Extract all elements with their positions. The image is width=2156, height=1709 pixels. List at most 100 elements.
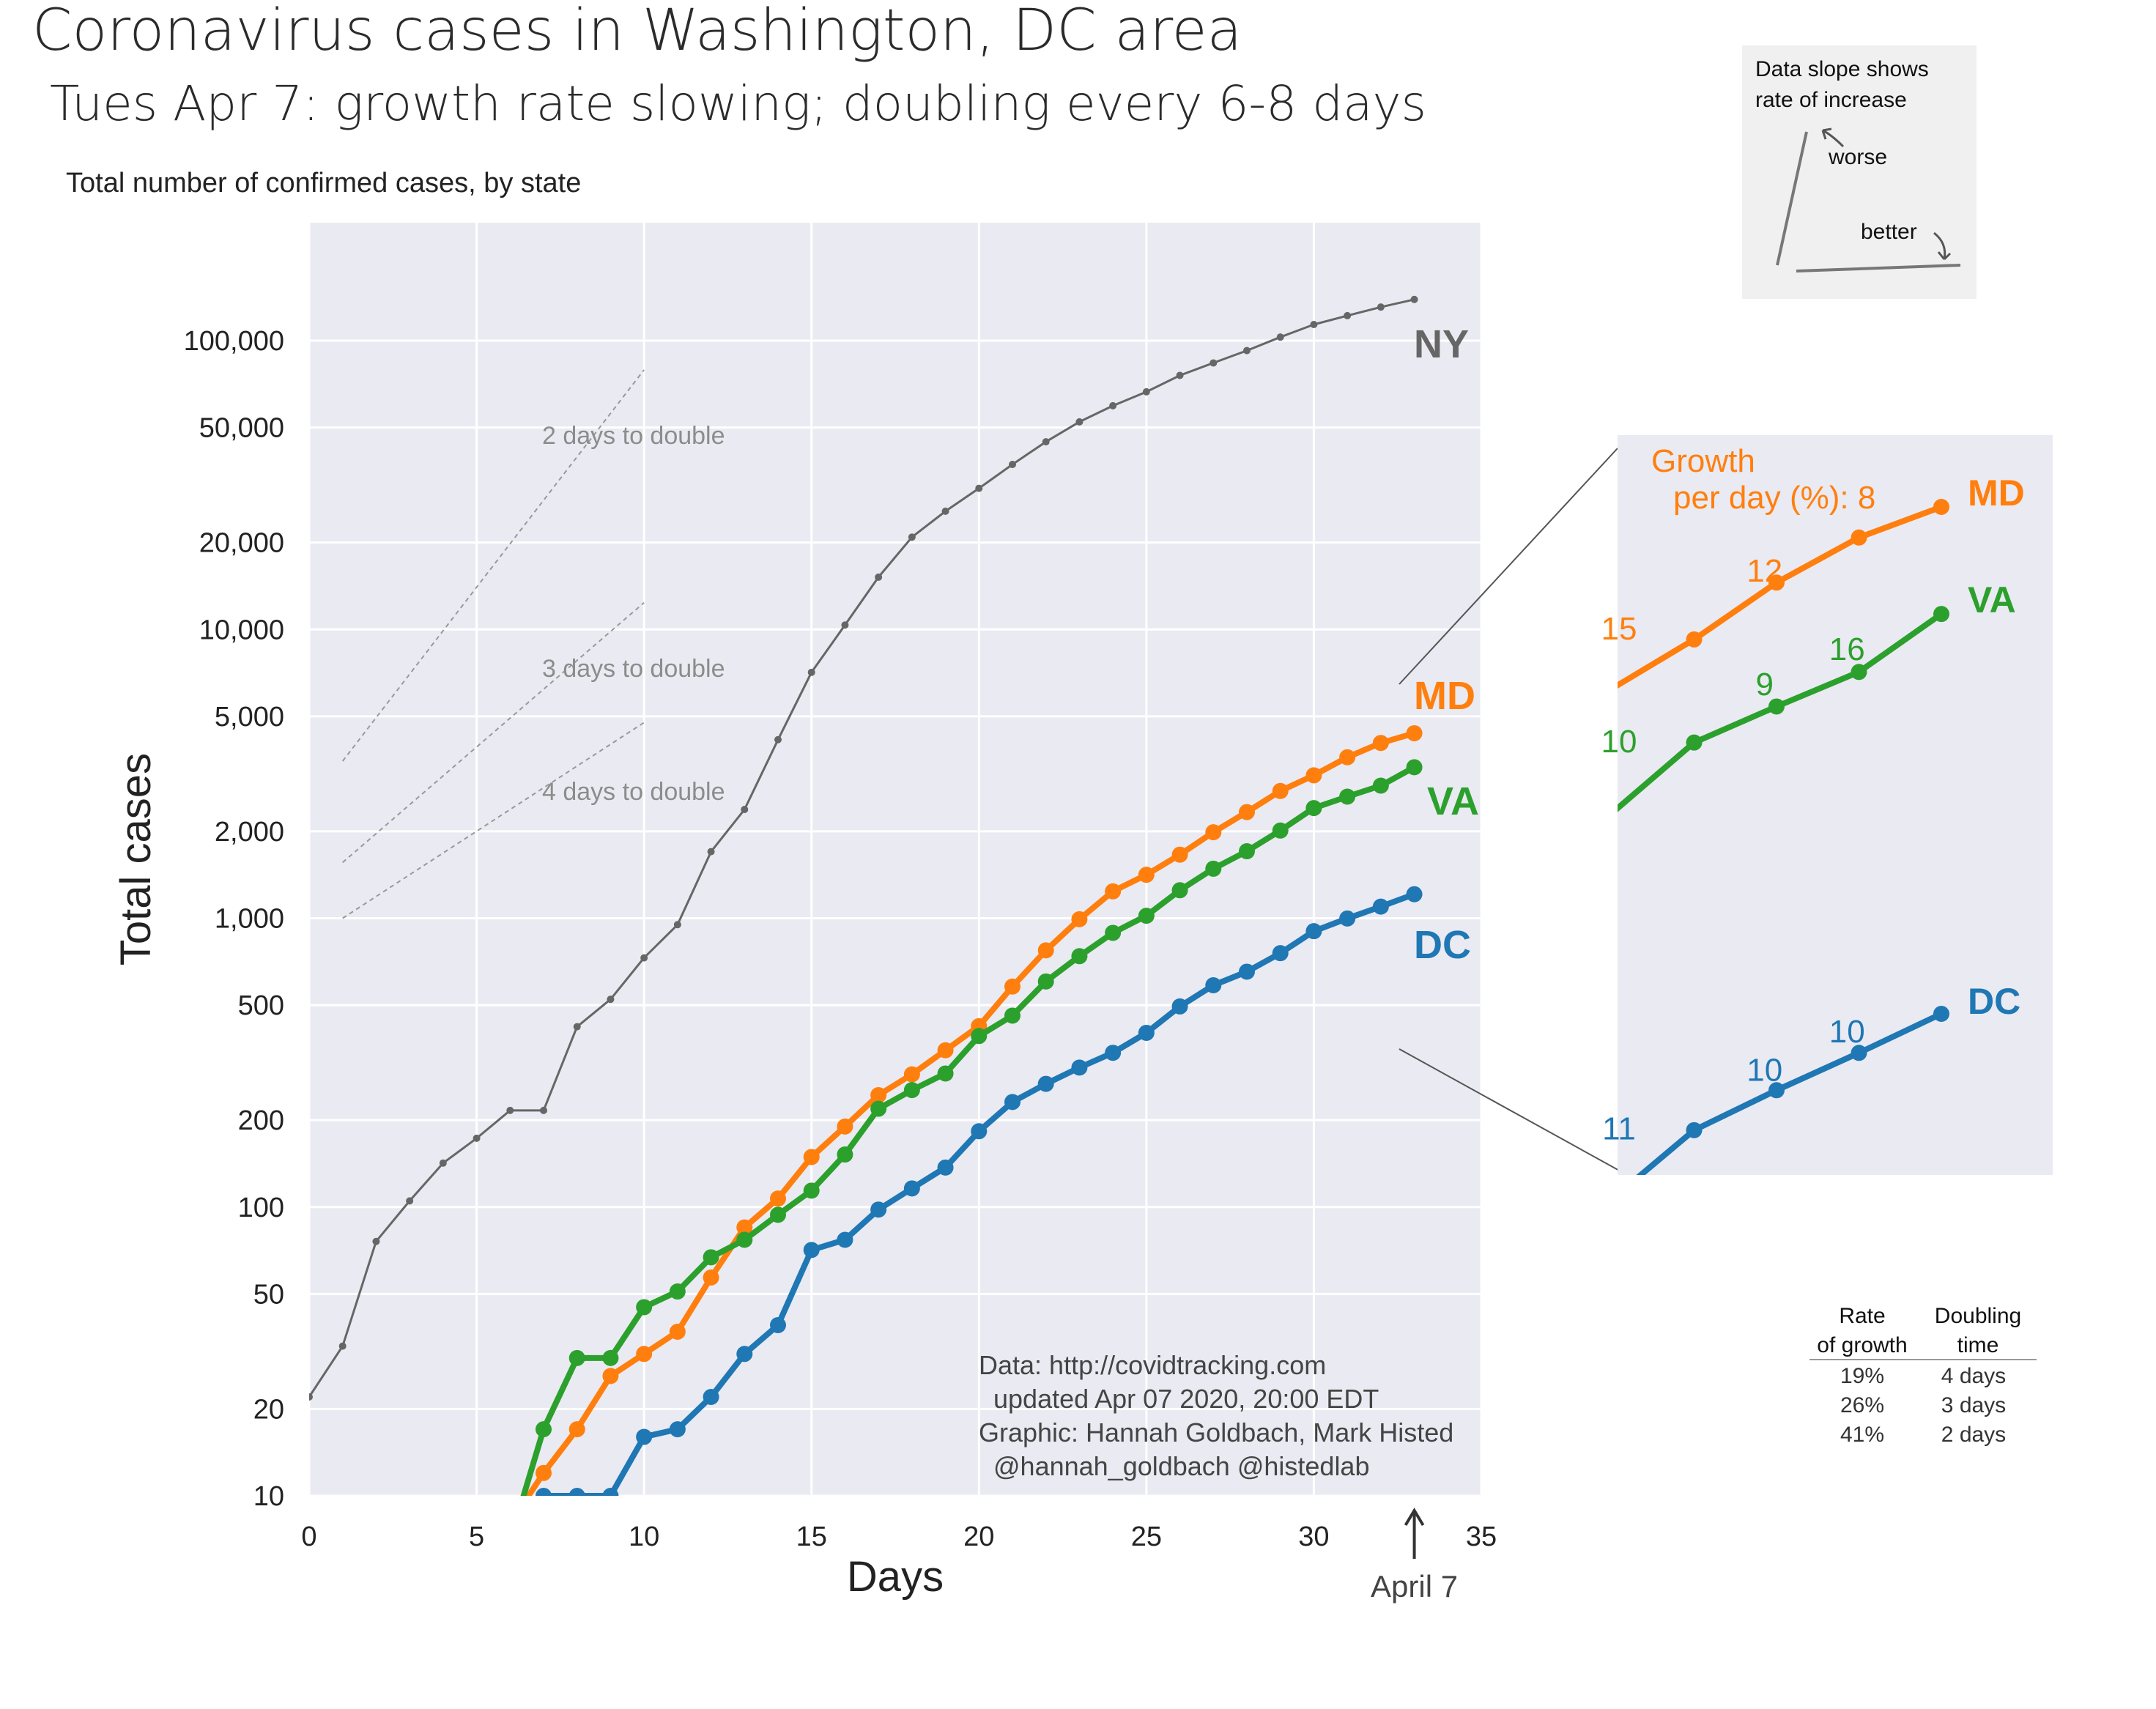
reference-label: 4 days to double	[542, 778, 725, 806]
chart-title: Coronavirus cases in Washington, DC area	[32, 0, 1242, 64]
inset-growth-label: 10	[1829, 1014, 1865, 1050]
table-cell: 2 days	[1941, 1423, 2006, 1447]
data-point-md	[1205, 824, 1222, 841]
data-point-md	[1138, 867, 1155, 883]
inset-point-md	[1933, 499, 1949, 515]
reference-line	[341, 369, 645, 762]
better-label: better	[1861, 220, 1917, 244]
data-point-ny	[573, 1023, 581, 1031]
chart-subtitle: Tues Apr 7: growth rate slowing; doublin…	[50, 75, 1426, 132]
data-point-md	[636, 1346, 653, 1363]
y-tick-label: 200	[238, 1105, 284, 1136]
table-header-rate-2: of growth	[1817, 1333, 1907, 1357]
data-point-md	[1037, 942, 1054, 959]
worse-label: worse	[1828, 145, 1887, 169]
series-line-ny	[309, 298, 1415, 1398]
inset-growth-label: 16	[1829, 631, 1865, 667]
data-point-md	[736, 1219, 753, 1236]
x-tick-label: 5	[469, 1521, 484, 1552]
inset-growth-label: 15	[1601, 611, 1637, 647]
y-axis-label: Total cases	[112, 753, 160, 965]
data-point-dc	[937, 1159, 954, 1176]
data-point-ny	[1009, 461, 1016, 469]
data-point-va	[1004, 1007, 1020, 1024]
data-point-va	[736, 1231, 753, 1248]
inset-point-dc	[1686, 1122, 1703, 1138]
data-point-md	[1339, 749, 1356, 765]
data-point-md	[1305, 767, 1322, 784]
shallow-slope-line	[1796, 264, 1961, 273]
x-tick-label: 20	[963, 1521, 994, 1552]
data-point-dc	[636, 1428, 653, 1445]
data-point-ny	[1109, 401, 1117, 409]
data-point-dc	[1037, 1075, 1054, 1092]
data-point-ny	[640, 954, 648, 962]
data-point-va	[870, 1100, 887, 1117]
data-point-dc	[1239, 963, 1255, 980]
series-label-md: MD	[1414, 674, 1475, 718]
data-point-va	[1372, 777, 1389, 794]
table-header-doubling-1: Doubling	[1935, 1304, 2021, 1328]
slope-legend-box: Data slope shows rate of increase worse …	[1742, 45, 1977, 299]
data-point-dc	[536, 1488, 552, 1496]
table-header-rate-1: Rate	[1839, 1304, 1885, 1328]
inset-series-label-md: MD	[1968, 472, 2025, 514]
reference-label: 3 days to double	[542, 655, 725, 683]
data-point-dc	[1272, 945, 1289, 962]
data-point-ny	[1410, 295, 1418, 303]
data-point-va	[568, 1349, 585, 1366]
series-line-md	[525, 730, 1415, 1496]
inset-point-va	[1768, 698, 1785, 715]
worse-arrow-icon	[1821, 127, 1845, 148]
inset-point-md	[1686, 631, 1703, 648]
inset-point-dc	[1768, 1082, 1785, 1099]
data-point-ny	[1075, 418, 1083, 426]
inset-point-md	[1851, 529, 1867, 546]
data-point-md	[803, 1149, 820, 1165]
data-point-md	[1406, 724, 1423, 741]
data-point-va	[536, 1421, 552, 1438]
data-point-va	[1071, 948, 1088, 965]
table-cell: 3 days	[1941, 1393, 2006, 1417]
data-point-ny	[506, 1106, 514, 1114]
data-point-dc	[903, 1180, 920, 1197]
data-point-dc	[1138, 1024, 1155, 1041]
inset-connector-bottom	[1399, 1048, 1623, 1173]
inset-growth-title-2: per day (%): 8	[1673, 480, 1875, 516]
data-point-md	[1372, 735, 1389, 752]
data-point-dc	[1372, 898, 1389, 915]
data-point-ny	[338, 1342, 347, 1350]
y-tick-label: 10,000	[199, 615, 284, 645]
inset-point-va	[1851, 664, 1867, 681]
data-point-ny	[807, 668, 815, 676]
inset-connector-top	[1399, 448, 1618, 685]
data-point-va	[1406, 759, 1423, 776]
y-tick-label: 50,000	[199, 413, 284, 444]
data-point-ny	[875, 573, 883, 581]
inset-point-md	[1768, 574, 1785, 591]
data-point-dc	[568, 1488, 585, 1496]
inset-point-dc	[1851, 1045, 1867, 1061]
data-point-dc	[803, 1242, 820, 1258]
data-point-ny	[607, 996, 615, 1004]
data-point-md	[669, 1323, 686, 1340]
x-tick-label: 0	[301, 1521, 316, 1552]
plot-area	[309, 223, 1481, 1496]
x-tick-label: 10	[629, 1521, 659, 1552]
data-point-md	[870, 1087, 887, 1104]
data-point-ny	[540, 1106, 547, 1114]
series-label-va: VA	[1427, 779, 1479, 823]
data-point-dc	[736, 1346, 753, 1363]
x-tick-label: 25	[1131, 1521, 1162, 1552]
data-point-va	[602, 1349, 619, 1366]
data-point-md	[1171, 846, 1188, 863]
data-point-ny	[707, 848, 715, 856]
data-point-va	[1239, 843, 1255, 860]
data-point-ny	[1176, 371, 1184, 379]
data-point-md	[837, 1118, 853, 1135]
data-point-va	[1105, 924, 1122, 941]
data-point-md	[602, 1368, 619, 1384]
data-point-dc	[703, 1388, 719, 1405]
source-line: Data: http://covidtracking.com	[979, 1350, 1326, 1380]
